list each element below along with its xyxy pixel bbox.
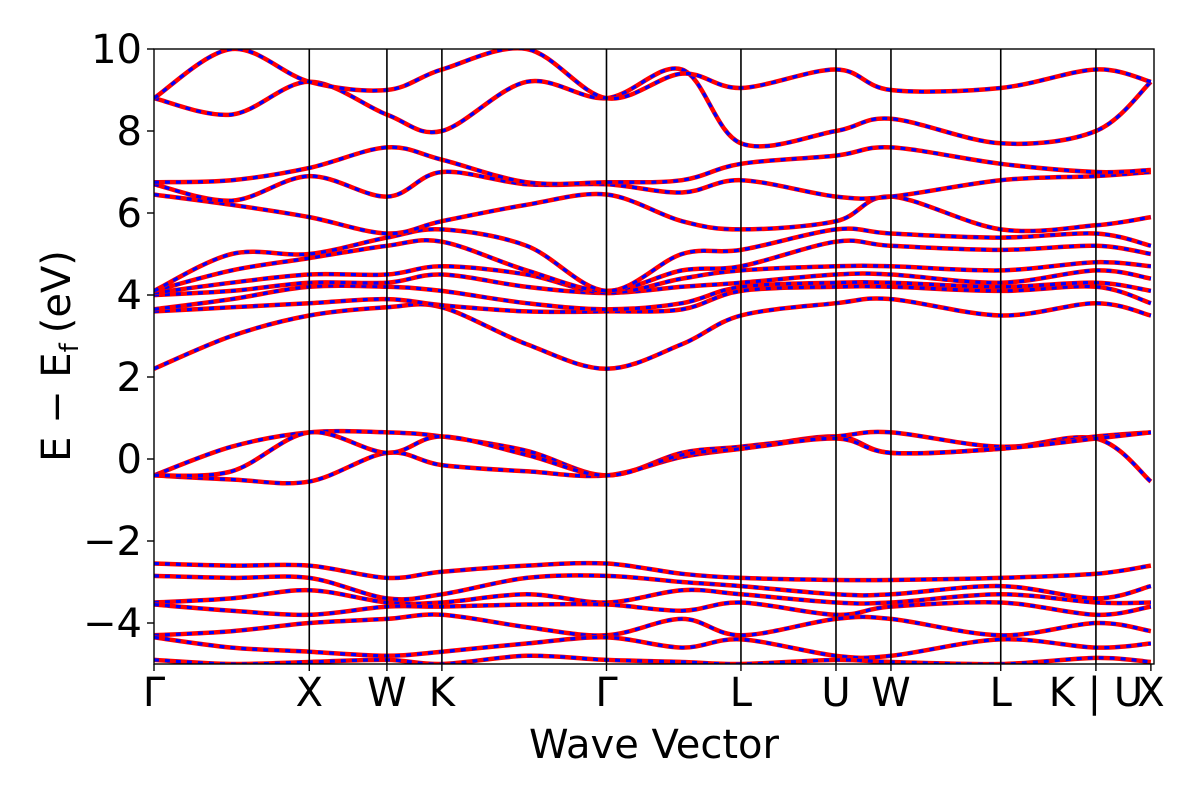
band-line-18-overlay [154, 588, 1151, 606]
high-symmetry-lines [308, 49, 1097, 664]
band-line-3 [154, 429, 1152, 479]
y-tick-label: −2 [83, 519, 142, 565]
x-tick-label: Γ [143, 670, 166, 716]
y-tick-label: 4 [117, 273, 142, 319]
band-line-21-overlay [154, 635, 1152, 660]
band-line-6-overlay [154, 280, 1152, 311]
band-line-8-overlay [154, 260, 1152, 295]
y-tick-label: 8 [117, 109, 142, 155]
x-tick-label: L [990, 670, 1013, 716]
x-tick-label: Γ [595, 670, 618, 716]
band-line-12-overlay [154, 170, 1152, 203]
x-axis-label: Wave Vector [529, 722, 780, 768]
y-tick-label: −4 [83, 601, 142, 647]
band-line-11 [154, 191, 1152, 236]
y-axis: −4 −2 0 2 4 6 8 10 [83, 27, 154, 647]
band-line-10-overlay [154, 227, 1152, 293]
band-line-15-overlay [154, 49, 1152, 101]
x-tick-label: K [429, 670, 457, 716]
y-axis-label-main: E − E [34, 352, 80, 462]
y-axis-label-unit: (eV) [34, 250, 80, 333]
band-line-9-overlay [154, 238, 1152, 293]
y-tick-label: 2 [117, 355, 142, 401]
x-tick-label: X [1137, 670, 1164, 716]
x-tick-label: X [296, 670, 323, 716]
band-line-22-overlay [154, 654, 1152, 664]
band-line-13-overlay [154, 145, 1151, 186]
x-tick-label: W [367, 670, 407, 716]
band-line-19-overlay [154, 600, 1152, 617]
band-line-7-overlay [154, 268, 1152, 297]
band-line-14-overlay [154, 66, 1153, 148]
y-tick-label: 6 [117, 191, 142, 237]
x-tick-label: U [821, 670, 850, 716]
y-tick-label: 10 [91, 27, 142, 73]
plot-frame [153, 48, 1155, 665]
band-line-20-overlay [154, 612, 1152, 638]
x-tick-label: K | U [1049, 670, 1143, 716]
band-line-5-overlay [154, 284, 1152, 314]
band-line-4 [154, 296, 1152, 372]
svg-text:E − Ef(eV): E − Ef (eV) [34, 250, 85, 462]
y-tick-label: 0 [117, 437, 142, 483]
x-tick-label: W [871, 670, 911, 716]
y-axis-label-subscript: f [55, 342, 85, 352]
band-lines [154, 49, 1153, 664]
band-line-17-overlay [154, 573, 1152, 601]
y-axis-label: E − Ef (eV) [34, 250, 85, 462]
band-line-16-overlay [154, 561, 1152, 582]
x-tick-label: L [730, 670, 753, 716]
